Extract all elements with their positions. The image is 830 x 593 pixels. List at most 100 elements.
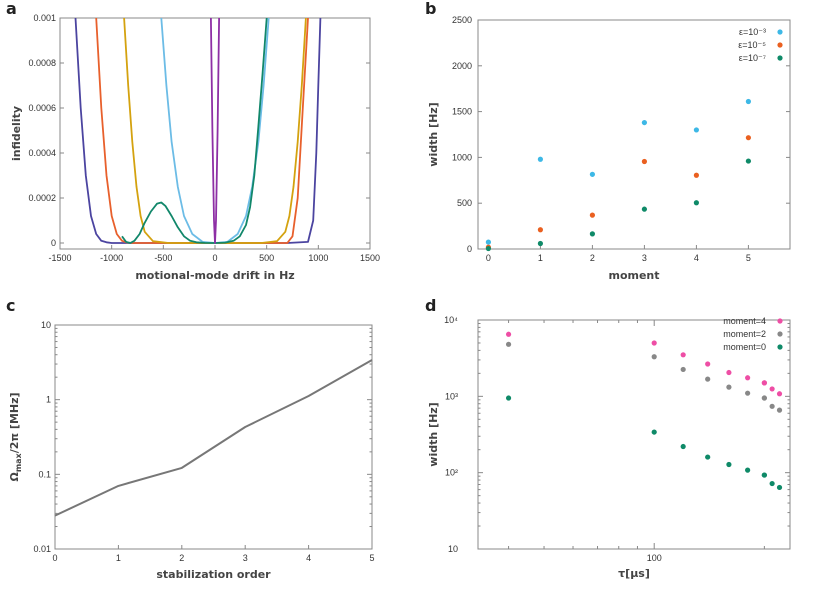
series-line-1 bbox=[160, 18, 270, 244]
data-point-0 bbox=[769, 386, 775, 392]
legend-label: moment=2 bbox=[723, 329, 766, 339]
y-axis-label-symbol: Ω bbox=[8, 472, 21, 482]
y-tick-label: 0 bbox=[51, 238, 56, 248]
x-axis-label: τ[μs] bbox=[618, 567, 650, 580]
data-point-0 bbox=[776, 391, 783, 397]
x-tick-label: 4 bbox=[694, 253, 699, 263]
data-point-2 bbox=[693, 200, 700, 206]
data-point-2 bbox=[745, 158, 752, 164]
y-tick-label: 10 bbox=[448, 544, 458, 554]
data-point-1 bbox=[589, 212, 596, 218]
data-point-0 bbox=[680, 352, 686, 358]
legend-marker bbox=[777, 331, 783, 337]
x-tick-label: 2 bbox=[179, 553, 184, 563]
data-point-1 bbox=[680, 366, 686, 373]
data-point-2 bbox=[761, 472, 767, 478]
y-tick-label: 1500 bbox=[452, 107, 472, 117]
data-point-2 bbox=[651, 429, 657, 435]
x-tick-label: 0 bbox=[212, 253, 217, 263]
legend-label: ε=10⁻³ bbox=[739, 27, 766, 37]
data-point-1 bbox=[761, 395, 767, 401]
x-tick-label: 1500 bbox=[360, 253, 380, 263]
legend-marker bbox=[777, 318, 783, 324]
data-point-0 bbox=[641, 119, 648, 126]
data-point-1 bbox=[705, 376, 711, 382]
legend-marker bbox=[777, 29, 783, 35]
x-tick-label: 5 bbox=[369, 553, 374, 563]
y-tick-label: 1 bbox=[46, 395, 51, 405]
x-tick-label: 3 bbox=[642, 253, 647, 263]
data-point-1 bbox=[726, 384, 732, 390]
y-axis-label: width [Hz] bbox=[427, 102, 440, 166]
x-tick-label: 2 bbox=[590, 253, 595, 263]
series-line-2 bbox=[121, 18, 268, 244]
data-point-1 bbox=[776, 407, 783, 413]
x-axis-label: stabilization order bbox=[156, 568, 271, 581]
y-axis-label-rest: /2π [MHz] bbox=[8, 392, 21, 453]
data-point-0 bbox=[537, 156, 544, 162]
x-tick-label: 0 bbox=[52, 553, 57, 563]
plot-frame bbox=[59, 17, 371, 250]
y-tick-label: 0.001 bbox=[33, 13, 56, 23]
y-axis-label: Ωmax/2π [MHz] bbox=[8, 392, 23, 481]
x-tick-label: 500 bbox=[259, 253, 274, 263]
y-tick-label: 0.0004 bbox=[28, 148, 56, 158]
y-tick-label: 0.1 bbox=[38, 469, 51, 479]
legend-marker bbox=[777, 55, 783, 61]
y-tick-label: 0.0002 bbox=[28, 193, 56, 203]
y-axis-label: width [Hz] bbox=[427, 402, 440, 466]
y-tick-label: 2000 bbox=[452, 61, 472, 71]
x-tick-label: 0 bbox=[486, 253, 491, 263]
data-point-0 bbox=[505, 331, 512, 337]
x-tick-label: 5 bbox=[746, 253, 751, 263]
plot-frame bbox=[477, 19, 791, 250]
panel-c: c 0 1 2 3 4 5 0.01 0.1 1 10 stabilization order Ωmax… bbox=[6, 296, 375, 581]
data-point-2 bbox=[680, 443, 686, 450]
data-point-0 bbox=[745, 375, 751, 381]
x-tick-label: 1 bbox=[538, 253, 543, 263]
x-tick-label: -1500 bbox=[48, 253, 71, 263]
data-point-2 bbox=[705, 454, 711, 460]
series-line-4 bbox=[95, 18, 309, 244]
data-point-2 bbox=[505, 395, 512, 401]
panel-b: b 0 1 2 3 4 5 0 500 1000 1500 2000 2500 moment width [… bbox=[425, 0, 791, 282]
data-point-2 bbox=[589, 231, 596, 237]
data-point-1 bbox=[769, 403, 775, 409]
y-tick-label: 0.0008 bbox=[28, 58, 56, 68]
data-point-0 bbox=[726, 369, 732, 376]
data-point-2 bbox=[726, 461, 732, 468]
y-tick-label: 0.0006 bbox=[28, 103, 56, 113]
data-point-0 bbox=[651, 340, 657, 346]
data-point-0 bbox=[589, 171, 596, 177]
data-point-1 bbox=[537, 227, 544, 233]
data-point-2 bbox=[641, 206, 648, 212]
data-point-0 bbox=[485, 239, 491, 245]
series-line-3 bbox=[123, 18, 307, 244]
legend-marker bbox=[777, 42, 783, 48]
data-point-1 bbox=[505, 341, 512, 347]
series-line-5 bbox=[74, 18, 322, 244]
panel-d: d 10 10² 10³ 10⁴ 100 τ[μs] width [Hz] moment=4 mo… bbox=[425, 296, 791, 580]
series-line-0 bbox=[210, 18, 220, 244]
data-point-2 bbox=[485, 245, 491, 252]
data-point-1 bbox=[745, 135, 752, 141]
x-tick-label: 1 bbox=[116, 553, 121, 563]
x-tick-label: -500 bbox=[154, 253, 172, 263]
legend-label: ε=10⁻⁵ bbox=[738, 40, 766, 50]
data-point-0 bbox=[705, 361, 711, 367]
panel-label: d bbox=[425, 296, 436, 315]
y-axis-label-subscript: max bbox=[14, 452, 23, 472]
x-tick-label: 3 bbox=[243, 553, 248, 563]
data-point-0 bbox=[693, 127, 700, 133]
data-point-0 bbox=[761, 380, 767, 386]
y-tick-label: 10 bbox=[41, 320, 51, 330]
legend-label: moment=4 bbox=[723, 316, 766, 326]
data-point-2 bbox=[745, 467, 751, 473]
x-axis-label: motional-mode drift in Hz bbox=[135, 269, 294, 282]
data-point-1 bbox=[745, 390, 751, 396]
plot-frame bbox=[477, 319, 791, 550]
y-tick-label: 10⁴ bbox=[444, 315, 458, 325]
legend-label: ε=10⁻⁷ bbox=[739, 53, 766, 63]
legend-label: moment=0 bbox=[723, 342, 766, 352]
